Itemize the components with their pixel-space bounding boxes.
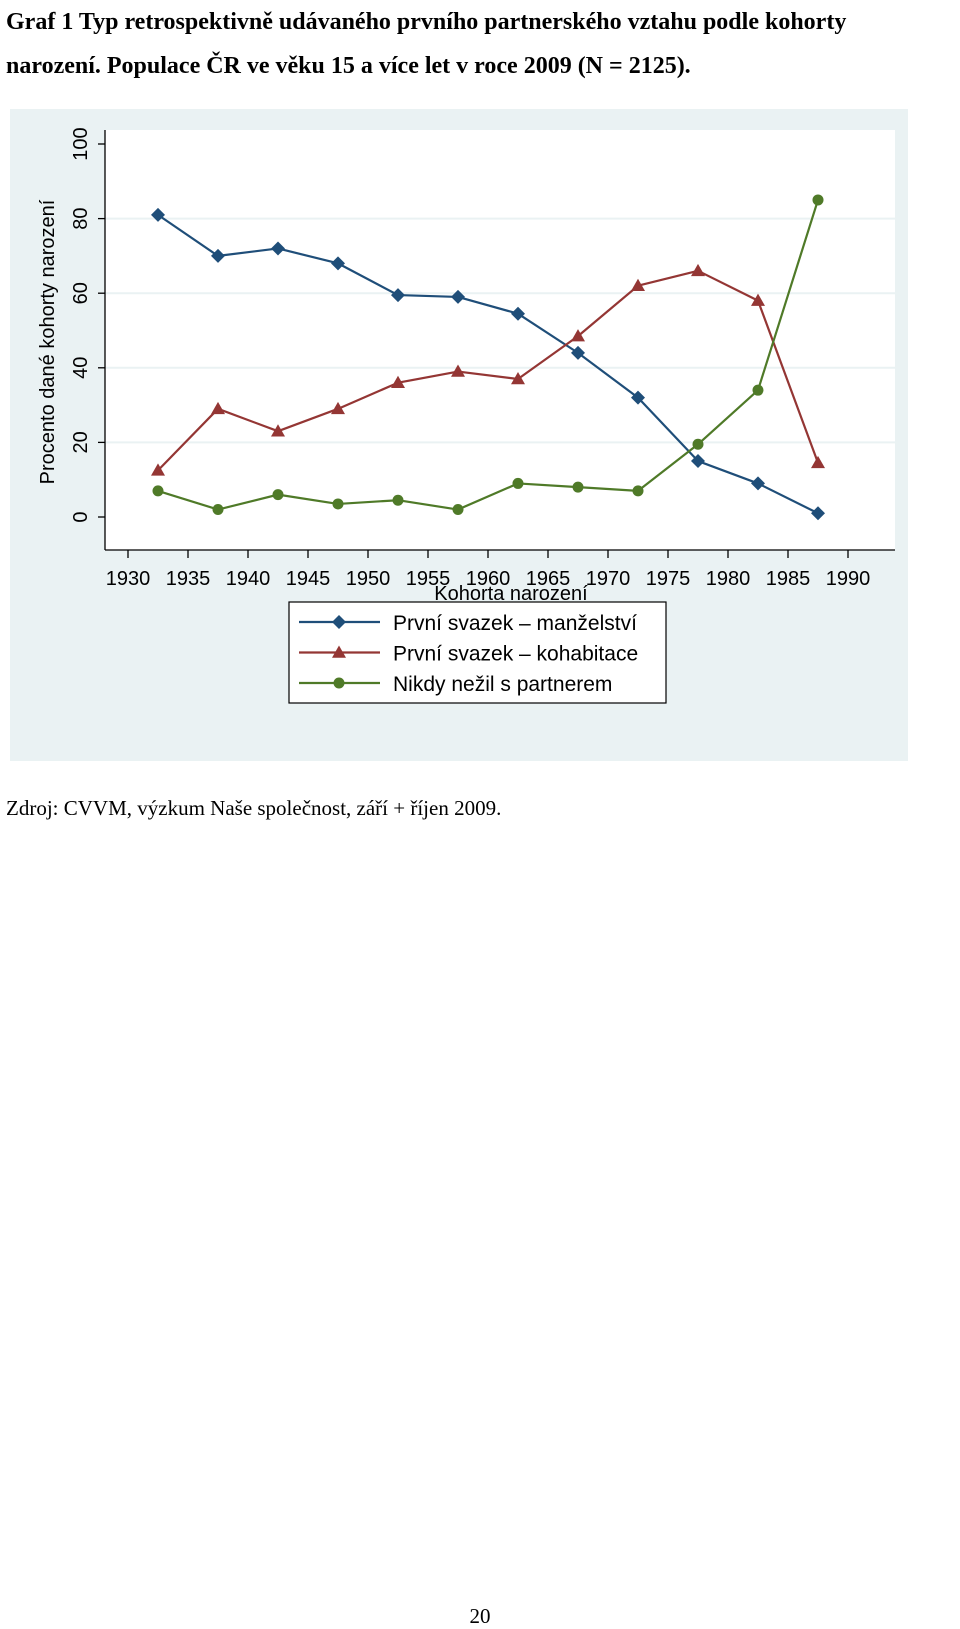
data-point [571,345,585,360]
data-point [211,248,225,263]
data-point [452,504,464,516]
series-2 [151,263,825,476]
data-point [451,364,465,377]
data-point [212,504,224,516]
data-point [332,498,344,510]
data-point [632,485,644,497]
data-point [571,329,585,342]
x-tick-label: 1935 [166,568,211,590]
figure-caption: Graf 1 Typ retrospektivně udávaného prvn… [6,0,956,88]
x-tick-label: 1955 [406,568,451,590]
legend-label: První svazek – manželství [393,612,637,635]
data-point [211,401,225,415]
data-point [152,485,164,497]
data-point [631,278,645,291]
data-point [751,476,765,491]
data-point [751,293,765,306]
data-point [451,289,465,304]
line-chart: 0 20 40 60 80 100 1930 1935 1940 1945 1950 1955 1960… [10,109,908,761]
chart-svg: 0 20 40 60 80 100 1930 1935 1940 1945 1950 1955 1960… [10,109,908,761]
series-lines [151,194,825,521]
x-tick-label: 1990 [826,568,871,590]
series-1 [151,207,825,521]
y-tick-label: 40 [70,357,92,379]
plot-area [105,130,895,550]
x-tick-label: 1965 [526,568,571,590]
series-line [157,213,819,515]
data-point [511,371,525,385]
legend-item: První svazek – manželství [299,612,637,635]
legend-marker [332,615,346,629]
data-point [812,194,824,206]
y-axis-title: Procento dané kohorty narození [37,199,59,484]
data-point [572,481,584,493]
data-point [752,384,764,396]
data-point [271,241,285,256]
data-point [271,424,285,437]
data-point [151,463,165,476]
y-tick-label: 0 [70,511,92,522]
x-tick-label: 1960 [466,568,511,590]
data-point [391,375,405,388]
legend-item: Nikdy nežil s partnerem [299,673,612,696]
x-tick-label: 1950 [346,568,391,590]
data-point [631,390,645,405]
data-point [392,494,404,506]
x-tick-label: 1930 [106,568,151,590]
series-line [157,269,820,472]
data-point [692,438,704,450]
data-point [811,455,825,469]
axes: 0 20 40 60 80 100 1930 1935 1940 1945 1950 1955 1960… [70,127,895,590]
data-point [331,256,345,271]
data-point [691,454,705,469]
x-tick-label: 1940 [226,568,271,590]
data-point [151,207,165,222]
data-point [391,288,405,303]
data-point [691,263,705,277]
legend: První svazek – manželství První svazek – … [288,601,667,704]
source-note: Zdroj: CVVM, výzkum Naše společnost, zář… [6,796,502,820]
x-tick-label: 1970 [586,568,631,590]
data-point [272,489,284,501]
x-axis-title: Kohorta narození [434,583,588,605]
legend-label: První svazek – kohabitace [393,643,638,666]
x-tick-label: 1975 [646,568,691,590]
x-tick-label: 1985 [766,568,811,590]
y-tick-label: 60 [70,282,92,304]
grid-lines [105,217,895,444]
y-tick-label: 80 [70,207,92,229]
data-point [811,506,825,521]
legend-label: Nikdy nežil s partnerem [393,673,612,696]
series-3 [152,194,824,516]
legend-item: První svazek – kohabitace [299,643,638,666]
data-point [511,306,525,321]
data-point [331,401,345,415]
legend-marker [332,645,346,658]
y-tick-label: 100 [70,127,92,160]
x-tick-label: 1980 [706,568,751,590]
caption-line-1: Graf 1 Typ retrospektivně udávaného prvn… [6,9,847,35]
legend-marker [333,677,345,689]
caption-line-2: narození. Populace ČR ve věku 15 a více … [6,53,691,79]
data-point [512,477,524,489]
y-tick-label: 20 [70,431,92,453]
series-line [157,199,820,511]
page-number: 20 [469,1604,491,1628]
x-tick-label: 1945 [286,568,331,590]
